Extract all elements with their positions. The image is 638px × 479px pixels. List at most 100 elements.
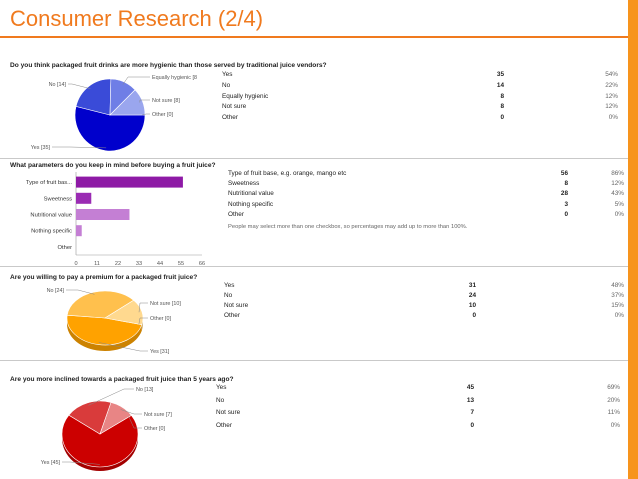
result-label: Not sure [222, 103, 247, 111]
result-label: Sweetness [228, 180, 260, 188]
pie-slice-no [66, 290, 135, 319]
parameters-bar-chart: Type of fruit bas... Sweetness Nutritional… [26, 172, 205, 267]
result-percent: 20% [607, 396, 620, 404]
result-label: Nothing specific [228, 200, 274, 208]
result-percent: 0% [614, 312, 624, 319]
result-percent: 86% [611, 170, 624, 177]
callout-line [66, 289, 95, 295]
pie-callout-label: Not sure [8] [152, 98, 180, 104]
pie-callout-label: Not sure [7] [144, 412, 172, 418]
result-label: Nutritional value [228, 190, 274, 198]
parameters-question-panel: What parameters do you keep in mind befo… [0, 162, 628, 267]
callout-line [88, 388, 134, 406]
x-tick-label: 11 [94, 261, 100, 267]
pie-callout-label: Equally hygienic [8 [152, 75, 197, 81]
bar-nutritional-value [76, 209, 130, 220]
hygiene-pie-chart: Yes [35] No [14] Equally hygienic [8 Not su… [31, 75, 197, 152]
result-percent: 69% [607, 384, 620, 391]
result-label: Other [216, 421, 232, 429]
result-count: 8 [564, 180, 568, 188]
pie-slice-yes [74, 106, 146, 152]
result-label: No [224, 292, 233, 299]
result-count: 31 [468, 282, 476, 289]
inclination-question-panel: Are you more inclined towards a packaged… [0, 376, 628, 472]
result-percent: 37% [611, 292, 624, 299]
question-title: What parameters do you keep in mind befo… [10, 162, 216, 169]
question-title: Are you more inclined towards a packaged… [10, 376, 234, 383]
parameters-results-table: Type of fruit base, e.g. orange, mango e… [228, 170, 624, 230]
premium-results-table: Yes 31 48% No 24 37% Not sure 10 15% Other 0 0% [224, 282, 624, 332]
pie-callout-label: Not sure [10] [150, 301, 181, 307]
result-label: Not sure [216, 409, 241, 417]
result-percent: 11% [607, 409, 620, 417]
result-percent: 0% [608, 114, 618, 122]
result-percent: 0% [610, 421, 620, 429]
premium-pie-chart: Yes [31] No [24] Not sure [10] Other [0] [47, 288, 182, 355]
result-count: 35 [496, 71, 504, 78]
x-tick-label: 33 [136, 261, 142, 267]
bar-category-label: Type of fruit bas... [26, 180, 72, 186]
result-label: No [222, 81, 231, 89]
hygiene-question-panel: Do you think packaged fruit drinks are m… [0, 62, 628, 158]
callout-line [142, 113, 150, 116]
pie-callout-label: Yes [45] [41, 460, 61, 466]
result-label: Yes [224, 282, 235, 289]
result-count: 24 [468, 292, 476, 299]
result-count: 8 [500, 92, 504, 100]
result-count: 13 [466, 396, 474, 404]
title-underline [0, 36, 638, 38]
callout-line [62, 461, 100, 465]
pie-callout-label: Other [0] [152, 112, 173, 118]
pie-slice-yes [66, 314, 143, 346]
x-tick-label: 0 [74, 261, 77, 267]
section-divider [0, 158, 628, 159]
result-count: 45 [466, 384, 474, 391]
premium-question-panel: Are you willing to pay a premium for a p… [0, 274, 628, 360]
hygiene-results-table: Yes 35 54% No 14 22% Equally hygienic 8 12% Not s… [222, 71, 622, 151]
bar-sweetness [76, 192, 92, 204]
bar-category-label: Other [58, 245, 73, 251]
result-percent: 15% [611, 302, 624, 309]
inclination-pie-chart: Yes [45] No [13] Not sure [7] Other [0] [41, 387, 172, 471]
result-label: Other [224, 312, 240, 319]
result-label: Other [228, 210, 244, 218]
result-percent: 43% [611, 190, 624, 198]
section-divider [0, 266, 628, 267]
bar-category-label: Nutritional value [30, 213, 72, 219]
result-count: 0 [564, 210, 568, 218]
result-label: Other [222, 114, 238, 122]
callout-line [139, 99, 150, 103]
result-count: 0 [472, 312, 476, 319]
callout-line [138, 317, 148, 325]
result-label: Not sure [224, 302, 249, 309]
result-label: Yes [216, 384, 227, 391]
pie-slice-side-not-sure [141, 318, 143, 331]
result-count: 10 [468, 302, 476, 309]
section-divider [0, 360, 628, 361]
callout-line [128, 416, 142, 429]
slide-title: Consumer Research (2/4) [10, 6, 264, 31]
result-count: 28 [560, 190, 568, 198]
result-percent: 5% [614, 200, 624, 208]
pie-callout-label: Yes [35] [31, 145, 51, 151]
question-title: Are you willing to pay a premium for a p… [10, 274, 198, 281]
side-accent-bar [628, 0, 638, 479]
callout-line [68, 83, 91, 89]
callout-line [98, 342, 148, 352]
inclination-results-table: Yes 45 69% No 13 20% Not sure 7 11% Other 0 0% [216, 384, 624, 444]
bar-nothing-specific [76, 225, 82, 237]
pie-slice-side-yes [67, 318, 142, 351]
bar-type-of-fruit-bas- [76, 176, 183, 188]
callout-line [138, 302, 148, 313]
pie-callout-label: Other [0] [150, 316, 171, 322]
pie-callout-label: Other [0] [144, 426, 165, 432]
result-count: 0 [470, 421, 474, 429]
callout-line [120, 409, 142, 415]
x-tick-label: 66 [199, 261, 205, 267]
result-count: 14 [496, 81, 504, 89]
multi-select-note: People may select more than one checkbox… [228, 224, 468, 230]
bar-category-label: Nothing specific [31, 229, 72, 235]
result-count: 7 [470, 409, 474, 417]
pie-callout-label: Yes [31] [150, 349, 170, 355]
result-percent: 12% [611, 180, 624, 188]
